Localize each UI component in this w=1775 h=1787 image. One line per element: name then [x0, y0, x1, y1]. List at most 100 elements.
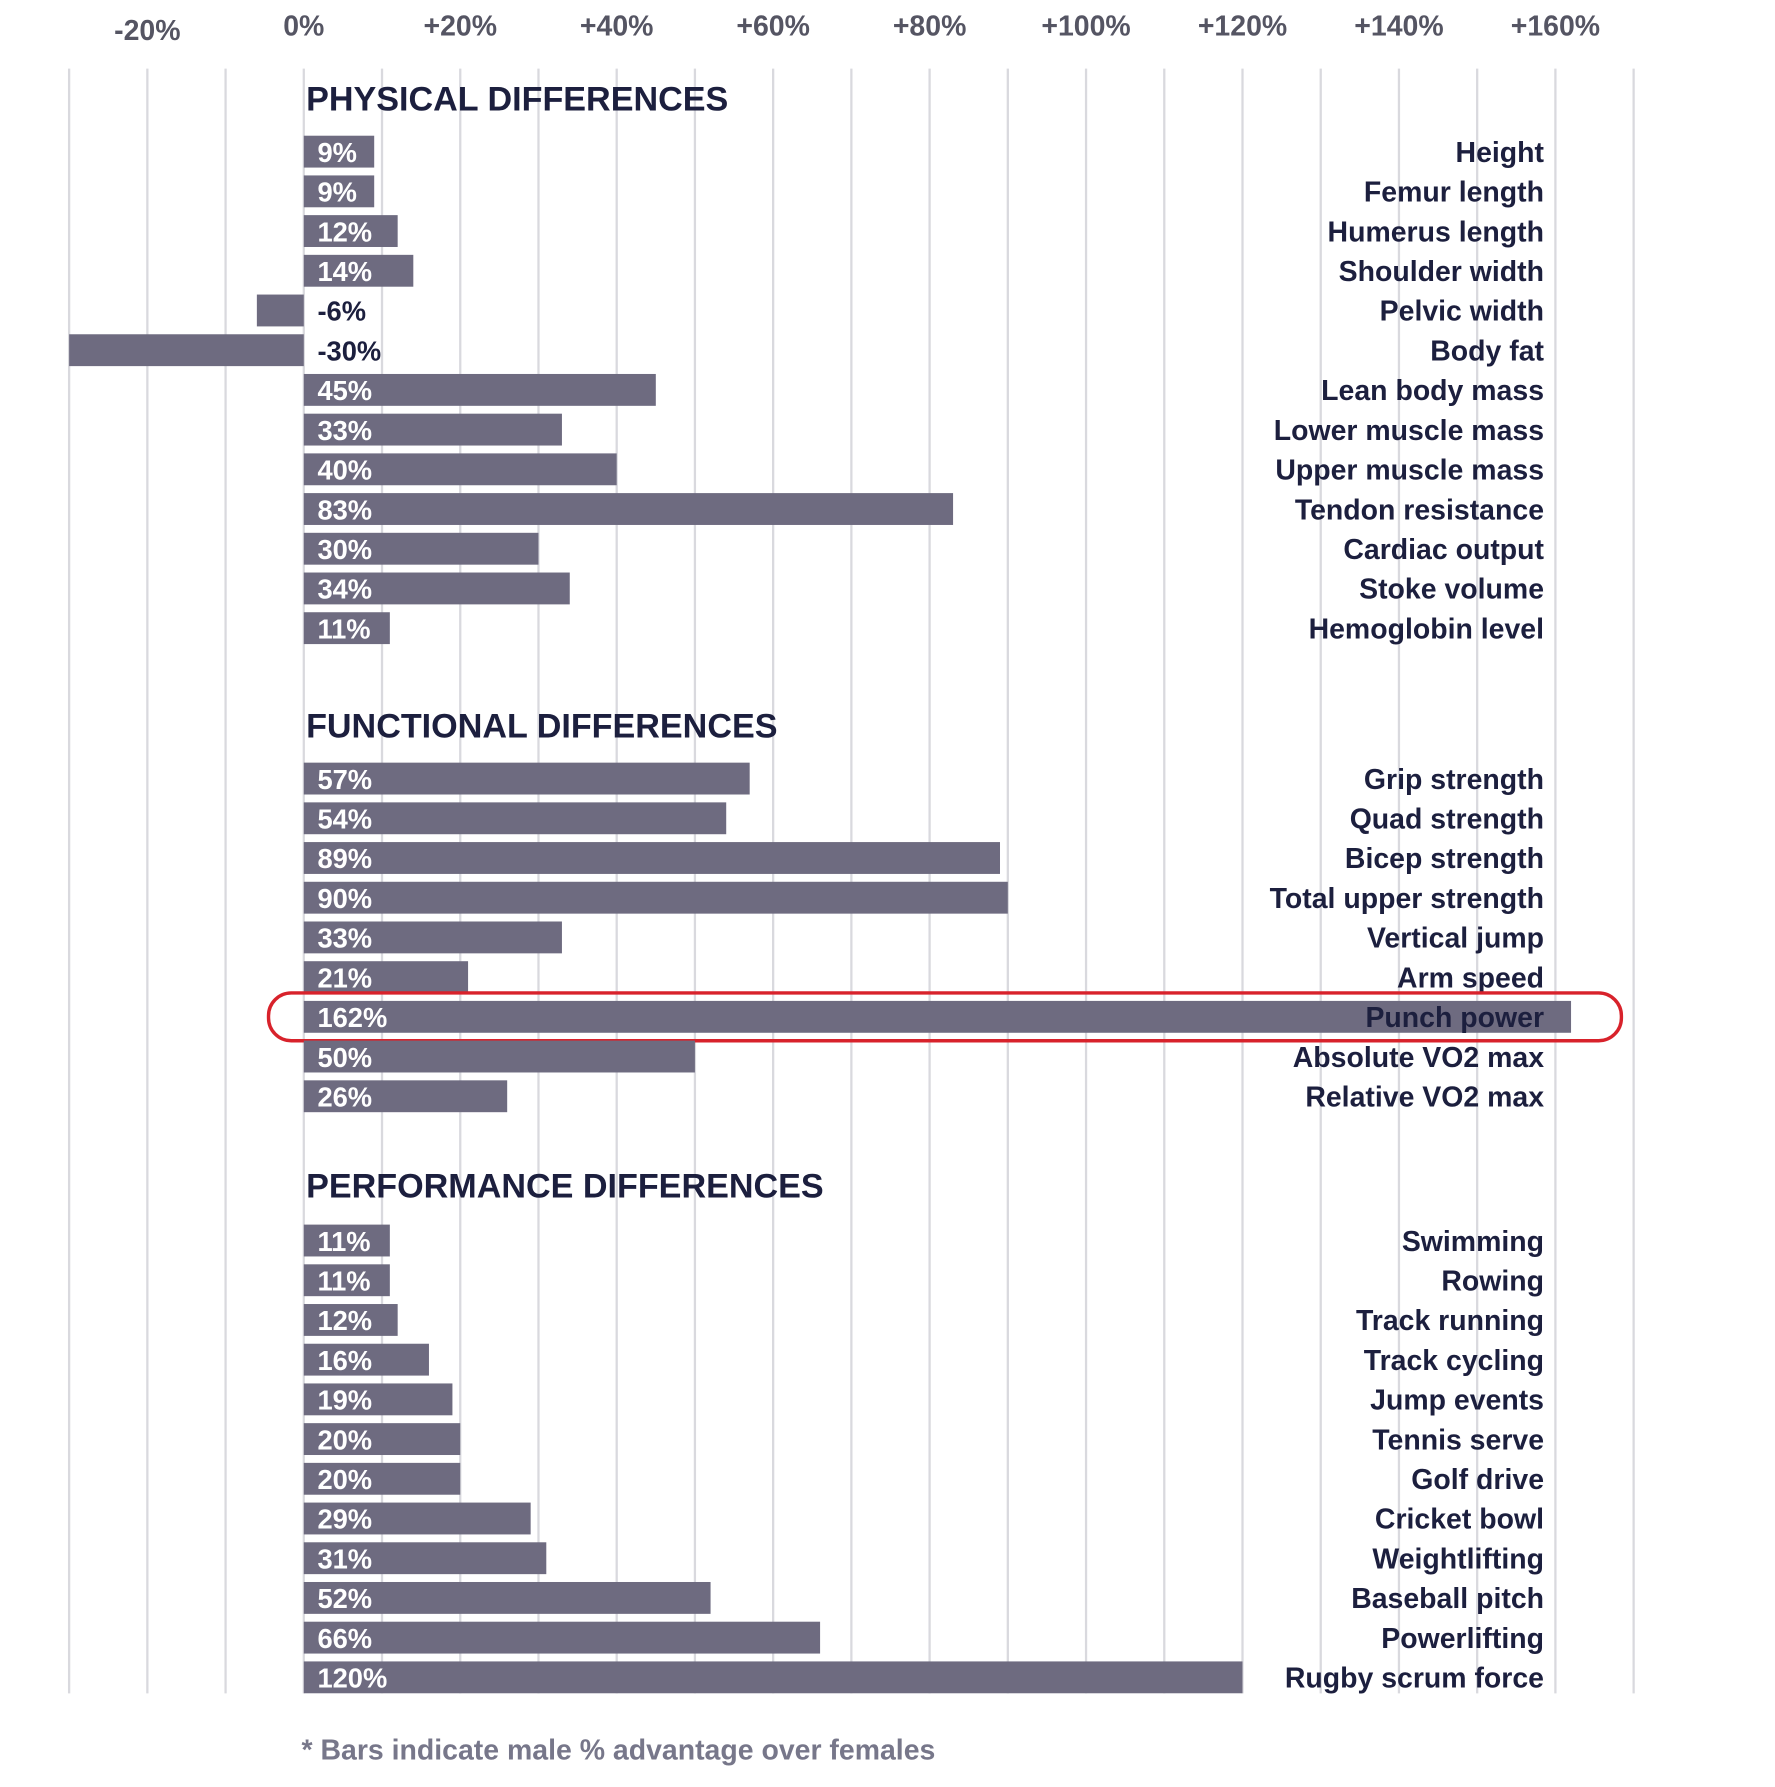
gridlines	[67, 68, 1635, 1694]
x-tick-label: +140%	[1354, 11, 1443, 43]
data-label: 20%	[317, 1424, 372, 1455]
category-label: Arm speed	[1397, 962, 1544, 994]
bar	[303, 1040, 695, 1073]
data-label: 11%	[317, 1265, 370, 1296]
group-title: PERFORMANCE DIFFERENCES	[306, 1167, 824, 1205]
data-label: 12%	[317, 1305, 372, 1336]
x-axis-ticks: -20% 0% +20% +40% +60% +80% +100% +120% +140% +16…	[114, 11, 1600, 48]
bar-groups: PHYSICAL DIFFERENCES 9% Height 9% Femur leng…	[69, 81, 1624, 1695]
data-label: 57%	[317, 764, 372, 795]
category-label: Grip strength	[1364, 764, 1544, 796]
data-label: -30%	[317, 335, 381, 366]
data-label: 29%	[317, 1504, 372, 1535]
bar	[303, 373, 656, 406]
bar	[303, 1224, 390, 1257]
bar	[303, 842, 1001, 874]
bar	[303, 135, 375, 168]
category-label: Rugby scrum force	[1285, 1663, 1544, 1695]
category-label: Cardiac output	[1343, 534, 1544, 566]
x-tick-label: +20%	[423, 11, 497, 43]
bar	[303, 1000, 1572, 1033]
category-label: Height	[1456, 137, 1545, 169]
highlight-outline	[266, 991, 1624, 1043]
category-label: Punch power	[1365, 1002, 1544, 1034]
data-label: 52%	[317, 1583, 372, 1614]
bar	[303, 572, 570, 605]
bar	[303, 1383, 453, 1416]
bar	[303, 453, 617, 486]
bar	[303, 1343, 429, 1376]
bar	[303, 961, 469, 994]
data-label: 26%	[317, 1082, 372, 1113]
data-label: -6%	[317, 296, 366, 327]
data-label: 11%	[317, 613, 370, 644]
x-tick-label: -20%	[114, 15, 180, 47]
category-label: Cricket bowl	[1375, 1504, 1544, 1536]
x-tick-label: +120%	[1198, 11, 1287, 43]
category-label: Rowing	[1441, 1265, 1544, 1297]
x-tick-label: +100%	[1041, 11, 1130, 43]
category-label: Vertical jump	[1367, 923, 1544, 955]
data-label: 40%	[317, 455, 372, 486]
category-label: Track cycling	[1364, 1345, 1544, 1377]
category-label: Femur length	[1364, 177, 1544, 209]
group-title: PHYSICAL DIFFERENCES	[306, 81, 728, 119]
data-label: 31%	[317, 1543, 372, 1574]
data-label: 30%	[317, 534, 372, 565]
data-label: 11%	[317, 1226, 370, 1257]
bar	[303, 1661, 1243, 1694]
bar	[303, 1423, 461, 1456]
x-tick-label: +160%	[1511, 11, 1600, 43]
data-label: 14%	[317, 256, 372, 287]
bar-group: PERFORMANCE DIFFERENCES 11% Swimming 11% Row…	[303, 1167, 1544, 1695]
data-label: 90%	[317, 883, 372, 914]
category-label: Relative VO2 max	[1305, 1082, 1544, 1114]
footnote: * Bars indicate male % advantage over fe…	[302, 1734, 936, 1766]
bar	[303, 1304, 398, 1336]
bar	[303, 1462, 461, 1495]
data-label: 120%	[317, 1663, 387, 1694]
x-tick-label: 0%	[283, 11, 324, 43]
category-label: Pelvic width	[1380, 296, 1544, 328]
category-label: Shoulder width	[1339, 256, 1544, 288]
data-label: 45%	[317, 375, 372, 406]
bar	[303, 493, 954, 525]
category-label: Baseball pitch	[1351, 1583, 1544, 1615]
data-label: 19%	[317, 1385, 372, 1416]
data-label: 12%	[317, 216, 372, 247]
category-label: Humerus length	[1328, 216, 1544, 248]
category-label: Lean body mass	[1321, 375, 1544, 407]
data-label: 66%	[317, 1623, 372, 1654]
data-label: 34%	[317, 574, 372, 605]
bar	[303, 1080, 508, 1113]
bar	[303, 1581, 711, 1614]
x-tick-label: +80%	[893, 11, 967, 43]
category-label: Track running	[1356, 1305, 1544, 1337]
data-label: 50%	[317, 1042, 372, 1073]
data-label: 89%	[317, 843, 372, 874]
bar	[303, 175, 375, 208]
bar	[303, 413, 562, 446]
bar	[303, 1264, 390, 1297]
data-label: 9%	[317, 137, 356, 168]
data-label: 33%	[317, 923, 372, 954]
data-label: 9%	[317, 177, 356, 208]
category-label: Upper muscle mass	[1275, 455, 1544, 487]
x-tick-label: +60%	[736, 11, 810, 43]
category-label: Bicep strength	[1345, 843, 1544, 875]
bar	[256, 294, 304, 327]
category-label: Jump events	[1370, 1385, 1544, 1417]
bar	[303, 802, 727, 835]
bar	[303, 1542, 547, 1575]
category-label: Quad strength	[1350, 804, 1544, 836]
group-title: FUNCTIONAL DIFFERENCES	[306, 708, 777, 746]
data-label: 20%	[317, 1464, 372, 1495]
x-tick-label: +40%	[580, 11, 654, 43]
bar	[303, 532, 539, 565]
bar	[303, 215, 398, 247]
category-label: Stoke volume	[1359, 574, 1544, 606]
bar	[303, 254, 414, 287]
data-label: 54%	[317, 804, 372, 835]
bar	[303, 1621, 821, 1654]
